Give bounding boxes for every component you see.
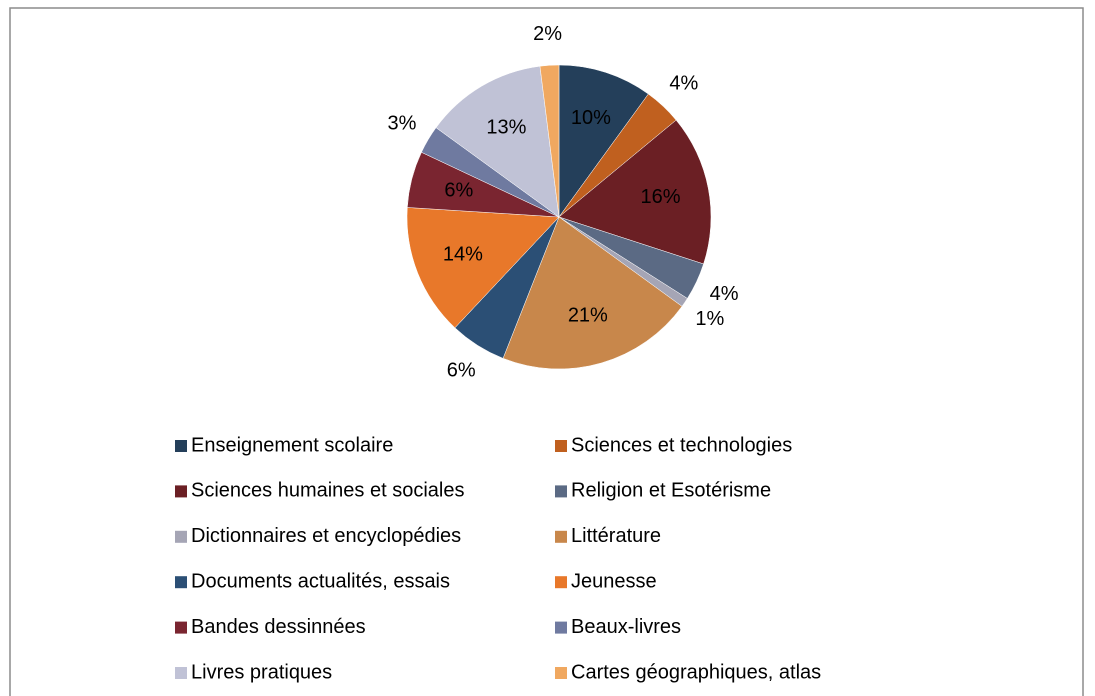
legend-swatch (555, 621, 567, 634)
legend-label: Jeunesse (571, 570, 657, 592)
legend-label: Cartes géographiques, atlas (571, 661, 821, 683)
data-label: 16% (641, 186, 681, 208)
pie-slice (406, 207, 560, 329)
legend-label: Littérature (571, 525, 661, 547)
legend-swatch (555, 440, 567, 452)
pie-slice (502, 216, 683, 370)
data-label: 2% (533, 23, 562, 45)
legend-label: Bandes dessinnées (191, 616, 366, 638)
legend-label: Enseignement scolaire (191, 434, 393, 456)
legend-swatch (175, 667, 187, 679)
legend-label: Sciences humaines et sociales (191, 480, 464, 502)
legend-swatch (175, 485, 187, 498)
legend-label: Livres pratiques (191, 661, 332, 683)
legend-label: Beaux-livres (571, 616, 681, 638)
pie-slice (558, 119, 712, 265)
legend-label: Sciences et technologies (571, 434, 792, 456)
legend-swatch (175, 530, 187, 543)
legend-label: Religion et Esotérisme (571, 480, 771, 502)
data-label: 4% (669, 72, 698, 94)
data-label: 1% (695, 308, 724, 330)
legend-swatch (555, 530, 567, 543)
legend-label: Documents actualités, essais (191, 570, 450, 592)
data-label: 21% (568, 305, 608, 327)
pie-slice (539, 64, 560, 218)
legend-swatch (555, 667, 567, 679)
data-label: 13% (486, 116, 526, 138)
data-label: 10% (571, 107, 611, 129)
data-label: 14% (443, 243, 483, 265)
data-label: 6% (444, 180, 473, 202)
legend-label: Dictionnaires et encyclopédies (191, 525, 461, 547)
data-label: 3% (388, 112, 417, 134)
legend-swatch (175, 621, 187, 634)
legend-swatch (175, 440, 187, 452)
legend-swatch (175, 576, 187, 589)
pie-slice (435, 65, 560, 218)
data-label: 6% (447, 359, 476, 381)
pie-slice (558, 64, 649, 218)
legend-swatch (555, 485, 567, 498)
data-label: 4% (710, 283, 739, 305)
legend-swatch (555, 576, 567, 589)
